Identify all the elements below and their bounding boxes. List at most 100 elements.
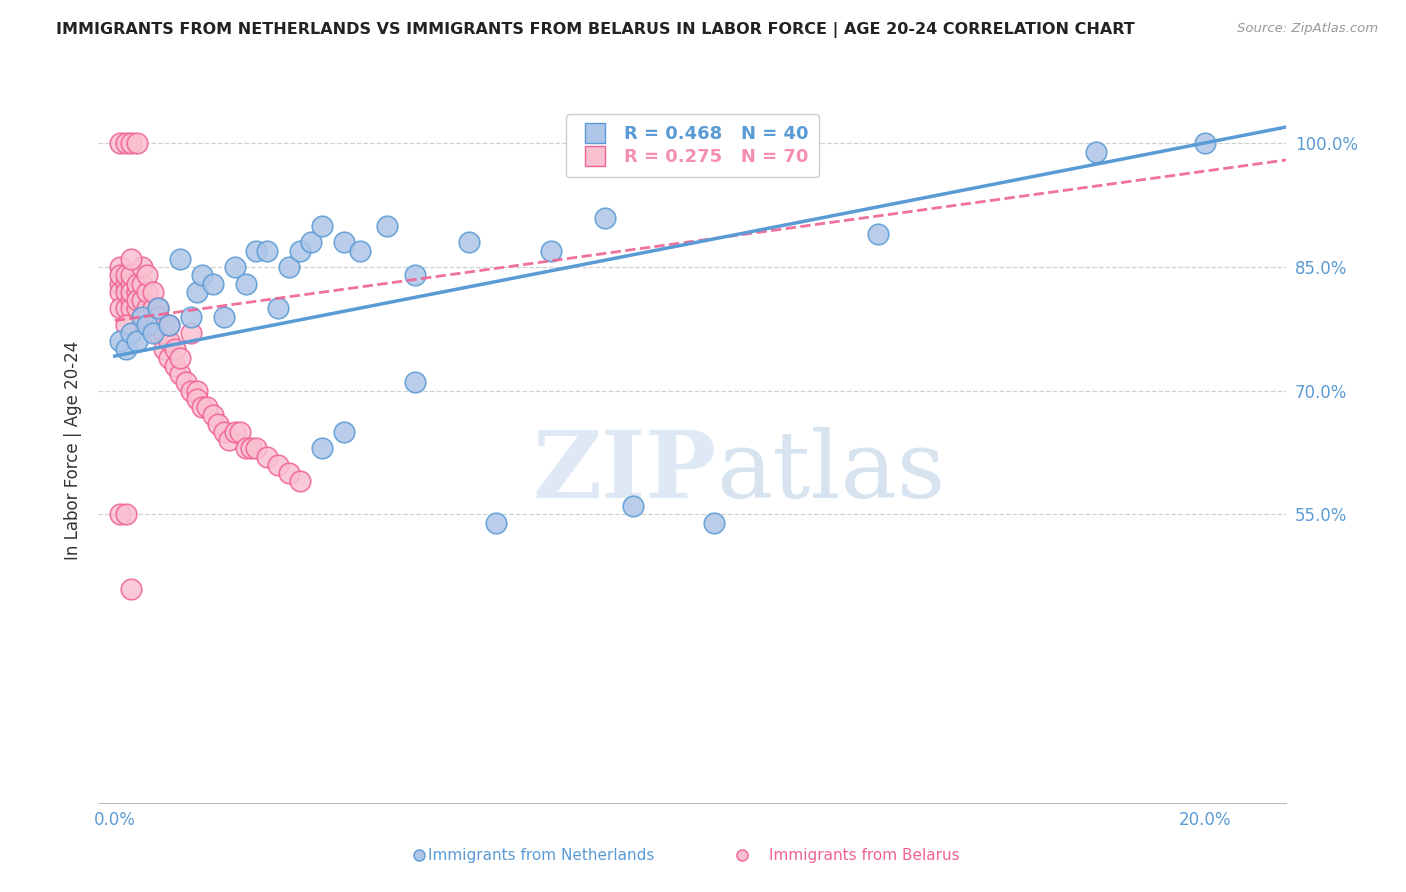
Point — [120, 326, 142, 340]
Point — [157, 334, 180, 349]
Point — [186, 392, 208, 406]
Point — [142, 285, 165, 299]
Point — [136, 301, 159, 316]
Point — [288, 244, 311, 258]
Point — [125, 334, 148, 349]
Point — [136, 285, 159, 299]
Point — [218, 433, 240, 447]
Point — [288, 475, 311, 489]
Point — [245, 442, 267, 456]
Point — [120, 582, 142, 596]
Point — [174, 376, 197, 390]
Point — [148, 326, 170, 340]
Point — [375, 219, 398, 233]
Point — [163, 359, 186, 373]
Point — [866, 227, 889, 241]
Point — [349, 244, 371, 258]
Point — [110, 508, 132, 522]
Point — [191, 400, 214, 414]
Point — [278, 260, 301, 274]
Text: IMMIGRANTS FROM NETHERLANDS VS IMMIGRANTS FROM BELARUS IN LABOR FORCE | AGE 20-2: IMMIGRANTS FROM NETHERLANDS VS IMMIGRANT… — [56, 22, 1135, 38]
Point — [110, 268, 132, 283]
Point — [125, 301, 148, 316]
Point — [186, 384, 208, 398]
Point — [212, 310, 235, 324]
Point — [186, 285, 208, 299]
Point — [224, 425, 246, 439]
Point — [180, 326, 202, 340]
Point — [169, 252, 191, 266]
Point — [120, 301, 142, 316]
Point — [120, 268, 142, 283]
Point — [131, 260, 153, 274]
Legend: R = 0.468   N = 40, R = 0.275   N = 70: R = 0.468 N = 40, R = 0.275 N = 70 — [565, 114, 820, 178]
Point — [110, 136, 132, 151]
Point — [593, 211, 616, 225]
Point — [114, 285, 136, 299]
Point — [153, 326, 176, 340]
Text: ZIP: ZIP — [531, 426, 716, 516]
Point — [485, 516, 508, 530]
Point — [180, 384, 202, 398]
Point — [703, 516, 725, 530]
Point — [142, 301, 165, 316]
Point — [120, 136, 142, 151]
Point — [120, 252, 142, 266]
Point — [169, 351, 191, 365]
Point — [157, 318, 180, 332]
Point — [235, 277, 257, 291]
Point — [148, 301, 170, 316]
Point — [125, 277, 148, 291]
Point — [169, 368, 191, 382]
Point — [157, 318, 180, 332]
Point — [245, 244, 267, 258]
Point — [212, 425, 235, 439]
Point — [125, 293, 148, 307]
Point — [256, 244, 278, 258]
Point — [404, 376, 426, 390]
Point — [332, 425, 354, 439]
Text: atlas: atlas — [716, 426, 945, 516]
Point — [224, 260, 246, 274]
Point — [157, 351, 180, 365]
Point — [1194, 136, 1216, 151]
Point — [114, 136, 136, 151]
Point — [240, 442, 263, 456]
Y-axis label: In Labor Force | Age 20-24: In Labor Force | Age 20-24 — [65, 341, 83, 560]
Point — [278, 466, 301, 480]
Point — [148, 301, 170, 316]
Point — [114, 277, 136, 291]
Point — [125, 285, 148, 299]
Point — [229, 425, 252, 439]
Point — [136, 268, 159, 283]
Point — [458, 235, 481, 250]
Point — [332, 235, 354, 250]
Point — [311, 442, 333, 456]
Point — [131, 310, 153, 324]
Point — [142, 326, 165, 340]
Point — [201, 277, 224, 291]
Point — [207, 417, 229, 431]
Point — [114, 301, 136, 316]
Point — [1084, 145, 1107, 159]
Point — [191, 268, 214, 283]
Point — [235, 442, 257, 456]
Point — [114, 318, 136, 332]
Point — [110, 301, 132, 316]
Point — [201, 409, 224, 423]
Point — [163, 343, 186, 357]
Point — [621, 499, 644, 513]
Point — [120, 277, 142, 291]
Point — [180, 310, 202, 324]
Point — [540, 244, 562, 258]
Point — [136, 318, 159, 332]
Point — [114, 343, 136, 357]
Point — [136, 318, 159, 332]
Point — [267, 458, 290, 472]
Point — [131, 277, 153, 291]
Point — [299, 235, 322, 250]
Point — [131, 293, 153, 307]
Point — [131, 310, 153, 324]
Point — [197, 400, 219, 414]
Point — [311, 219, 333, 233]
